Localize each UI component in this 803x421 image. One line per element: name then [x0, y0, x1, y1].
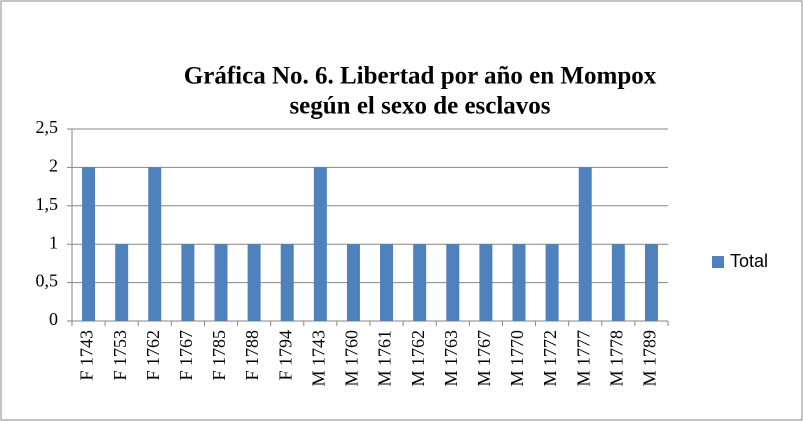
bar	[413, 244, 427, 321]
legend-swatch	[712, 256, 724, 268]
x-tick-label: M 1760	[342, 330, 362, 387]
bar	[214, 244, 228, 321]
bar	[545, 244, 559, 321]
y-tick-label: 2	[49, 156, 58, 176]
x-tick-label: M 1743	[308, 330, 328, 387]
x-tick-label: F 1788	[242, 330, 262, 381]
x-tick-label: M 1772	[540, 330, 560, 387]
y-tick-label: 2,5	[36, 117, 59, 137]
x-tick-label: M 1778	[606, 330, 626, 387]
bar	[380, 244, 394, 321]
y-tick-label: 0	[49, 309, 58, 329]
chart-title: según el sexo de esclavos	[289, 93, 550, 120]
bar	[479, 244, 493, 321]
bar	[578, 167, 592, 321]
bar	[247, 244, 261, 321]
bar	[115, 244, 129, 321]
y-tick-label: 0,5	[36, 271, 59, 291]
bar	[82, 167, 96, 321]
legend-label: Total	[730, 251, 768, 271]
bar	[644, 244, 658, 321]
bar	[148, 167, 162, 321]
x-tick-label: M 1767	[474, 330, 494, 387]
x-tick-label: M 1763	[441, 330, 461, 387]
x-tick-label: F 1785	[209, 330, 229, 381]
x-tick-label: M 1789	[640, 330, 660, 387]
x-tick-label: F 1753	[110, 330, 130, 381]
x-tick-label: M 1762	[408, 330, 428, 387]
bar	[446, 244, 460, 321]
y-tick-label: 1,5	[36, 194, 59, 214]
bar	[313, 167, 327, 321]
x-tick-label: F 1794	[275, 330, 295, 381]
bar	[512, 244, 526, 321]
y-tick-label: 1	[49, 232, 58, 252]
chart-title: Gráfica No. 6. Libertad por año en Mompo…	[184, 63, 657, 90]
bar	[611, 244, 625, 321]
bar	[346, 244, 360, 321]
x-tick-label: F 1743	[77, 330, 97, 381]
x-tick-label: M 1761	[375, 330, 395, 387]
x-tick-label: M 1777	[573, 330, 593, 387]
x-tick-label: F 1762	[143, 330, 163, 381]
x-tick-label: M 1770	[507, 330, 527, 387]
bar	[280, 244, 294, 321]
bar	[181, 244, 195, 321]
x-tick-label: F 1767	[176, 330, 196, 381]
